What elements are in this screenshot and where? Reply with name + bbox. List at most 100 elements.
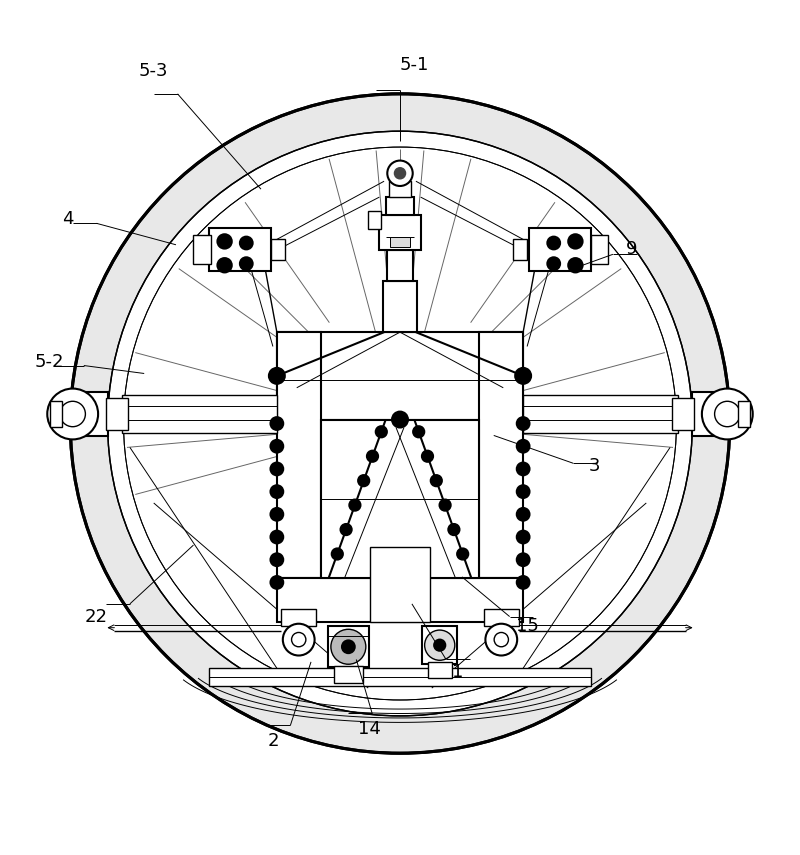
Circle shape	[331, 629, 366, 664]
Circle shape	[568, 234, 582, 249]
Circle shape	[394, 168, 406, 179]
Bar	[591, 235, 608, 263]
Text: 4: 4	[62, 210, 74, 228]
Bar	[529, 227, 591, 271]
Bar	[334, 666, 362, 683]
Bar	[428, 662, 452, 678]
Text: 5-1: 5-1	[400, 56, 429, 74]
Circle shape	[291, 633, 306, 646]
Text: 1: 1	[451, 663, 463, 681]
Circle shape	[422, 451, 433, 462]
Bar	[523, 395, 678, 433]
Bar	[194, 235, 210, 263]
Circle shape	[218, 258, 232, 273]
Circle shape	[342, 640, 354, 653]
Bar	[479, 332, 523, 579]
Bar	[122, 395, 277, 433]
Circle shape	[218, 234, 232, 249]
Circle shape	[457, 548, 468, 559]
Circle shape	[448, 524, 459, 535]
Circle shape	[70, 94, 730, 753]
Circle shape	[270, 417, 283, 430]
Bar	[84, 392, 108, 436]
Circle shape	[269, 368, 285, 384]
Circle shape	[486, 624, 517, 656]
Text: 5-2: 5-2	[34, 353, 64, 371]
Circle shape	[108, 131, 692, 716]
Circle shape	[439, 499, 450, 510]
Circle shape	[425, 630, 455, 660]
Circle shape	[270, 508, 283, 521]
Circle shape	[270, 576, 283, 589]
Circle shape	[240, 257, 253, 270]
Circle shape	[270, 531, 283, 544]
Circle shape	[270, 463, 283, 475]
Circle shape	[270, 486, 283, 498]
Circle shape	[60, 401, 86, 427]
Bar	[282, 609, 316, 626]
Circle shape	[270, 439, 283, 452]
Bar	[484, 609, 518, 626]
Circle shape	[47, 388, 98, 439]
Text: 22: 22	[85, 608, 108, 626]
Bar	[277, 332, 321, 579]
Bar	[106, 398, 128, 430]
Text: 3: 3	[589, 457, 600, 475]
Bar	[50, 401, 62, 427]
Bar	[389, 181, 411, 198]
Bar	[672, 398, 694, 430]
Circle shape	[387, 161, 413, 186]
Bar	[382, 280, 418, 332]
Circle shape	[517, 439, 530, 452]
Circle shape	[376, 426, 387, 438]
Circle shape	[283, 624, 314, 656]
Text: 5-3: 5-3	[139, 62, 169, 80]
Circle shape	[270, 553, 283, 566]
Text: 2: 2	[267, 732, 278, 751]
Circle shape	[430, 475, 442, 486]
Bar	[738, 401, 750, 427]
Circle shape	[517, 508, 530, 521]
Bar	[387, 251, 413, 280]
Circle shape	[434, 640, 446, 651]
Circle shape	[547, 237, 560, 250]
Circle shape	[367, 451, 378, 462]
Bar	[277, 332, 523, 420]
Bar	[271, 239, 286, 260]
Circle shape	[517, 486, 530, 498]
Text: 14: 14	[358, 721, 382, 739]
Text: 15: 15	[516, 617, 538, 635]
Bar	[513, 239, 527, 260]
Bar	[386, 198, 414, 215]
Circle shape	[517, 463, 530, 475]
Bar	[368, 211, 381, 229]
Circle shape	[517, 576, 530, 589]
Circle shape	[517, 553, 530, 566]
Bar	[209, 227, 271, 271]
Circle shape	[517, 417, 530, 430]
Circle shape	[350, 499, 361, 510]
Bar	[321, 420, 479, 579]
Circle shape	[392, 411, 408, 428]
Circle shape	[358, 475, 370, 486]
Bar	[328, 626, 369, 668]
Circle shape	[702, 388, 753, 439]
Bar	[692, 392, 716, 436]
Bar	[422, 626, 458, 664]
Circle shape	[547, 257, 560, 270]
Bar	[210, 669, 590, 686]
Circle shape	[341, 524, 352, 535]
Bar	[370, 546, 430, 622]
Bar	[379, 215, 421, 251]
Bar	[277, 579, 523, 622]
Text: 9: 9	[626, 239, 638, 257]
Circle shape	[413, 426, 424, 438]
Circle shape	[515, 368, 531, 384]
Circle shape	[714, 401, 740, 427]
Bar	[390, 237, 410, 247]
Circle shape	[517, 531, 530, 544]
Circle shape	[240, 237, 253, 250]
Circle shape	[568, 258, 582, 273]
Circle shape	[332, 548, 343, 559]
Circle shape	[494, 633, 509, 646]
